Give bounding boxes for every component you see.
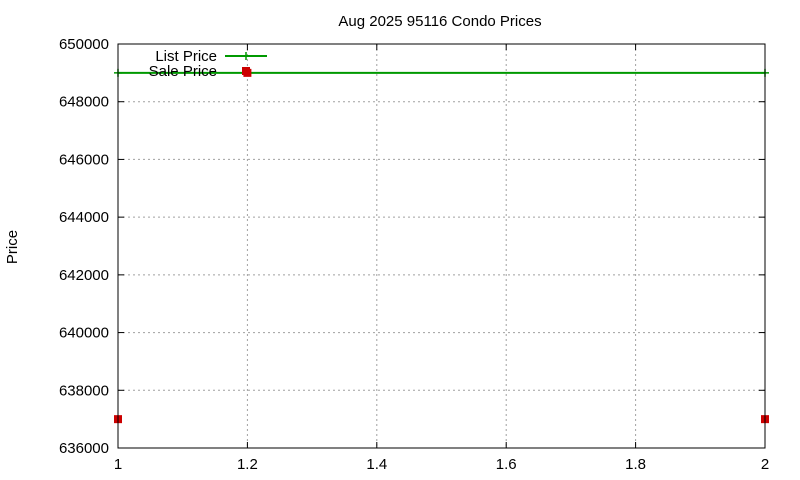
- legend-label-list-price: List Price: [155, 48, 217, 65]
- y-tick-label: 650000: [59, 36, 109, 53]
- y-tick-label: 648000: [59, 94, 109, 111]
- y-tick-label: 644000: [59, 209, 109, 226]
- y-tick-label: 640000: [59, 325, 109, 342]
- y-tick-label: 642000: [59, 267, 109, 284]
- x-tick-label: 1.4: [366, 456, 387, 473]
- grid-lines: [118, 44, 765, 448]
- x-tick-label: 1.8: [625, 456, 646, 473]
- legend-marker-list-price: [242, 52, 250, 60]
- chart-title: Aug 2025 95116 Condo Prices: [338, 13, 541, 30]
- data-series: [114, 68, 769, 424]
- legend-swatch-sale-price: [242, 67, 250, 75]
- y-tick-label: 638000: [59, 382, 109, 399]
- y-axis-label: Price: [4, 230, 21, 264]
- legend-label-sale-price: Sale Price: [149, 63, 217, 80]
- x-tick-label: 1.2: [237, 456, 258, 473]
- x-tick-label: 2: [761, 456, 769, 473]
- plot-frame: [117, 43, 766, 449]
- y-tick-label: 636000: [59, 440, 109, 457]
- y-tick-label: 646000: [59, 151, 109, 168]
- x-tick-label: 1: [114, 456, 122, 473]
- x-tick-label: 1.6: [496, 456, 517, 473]
